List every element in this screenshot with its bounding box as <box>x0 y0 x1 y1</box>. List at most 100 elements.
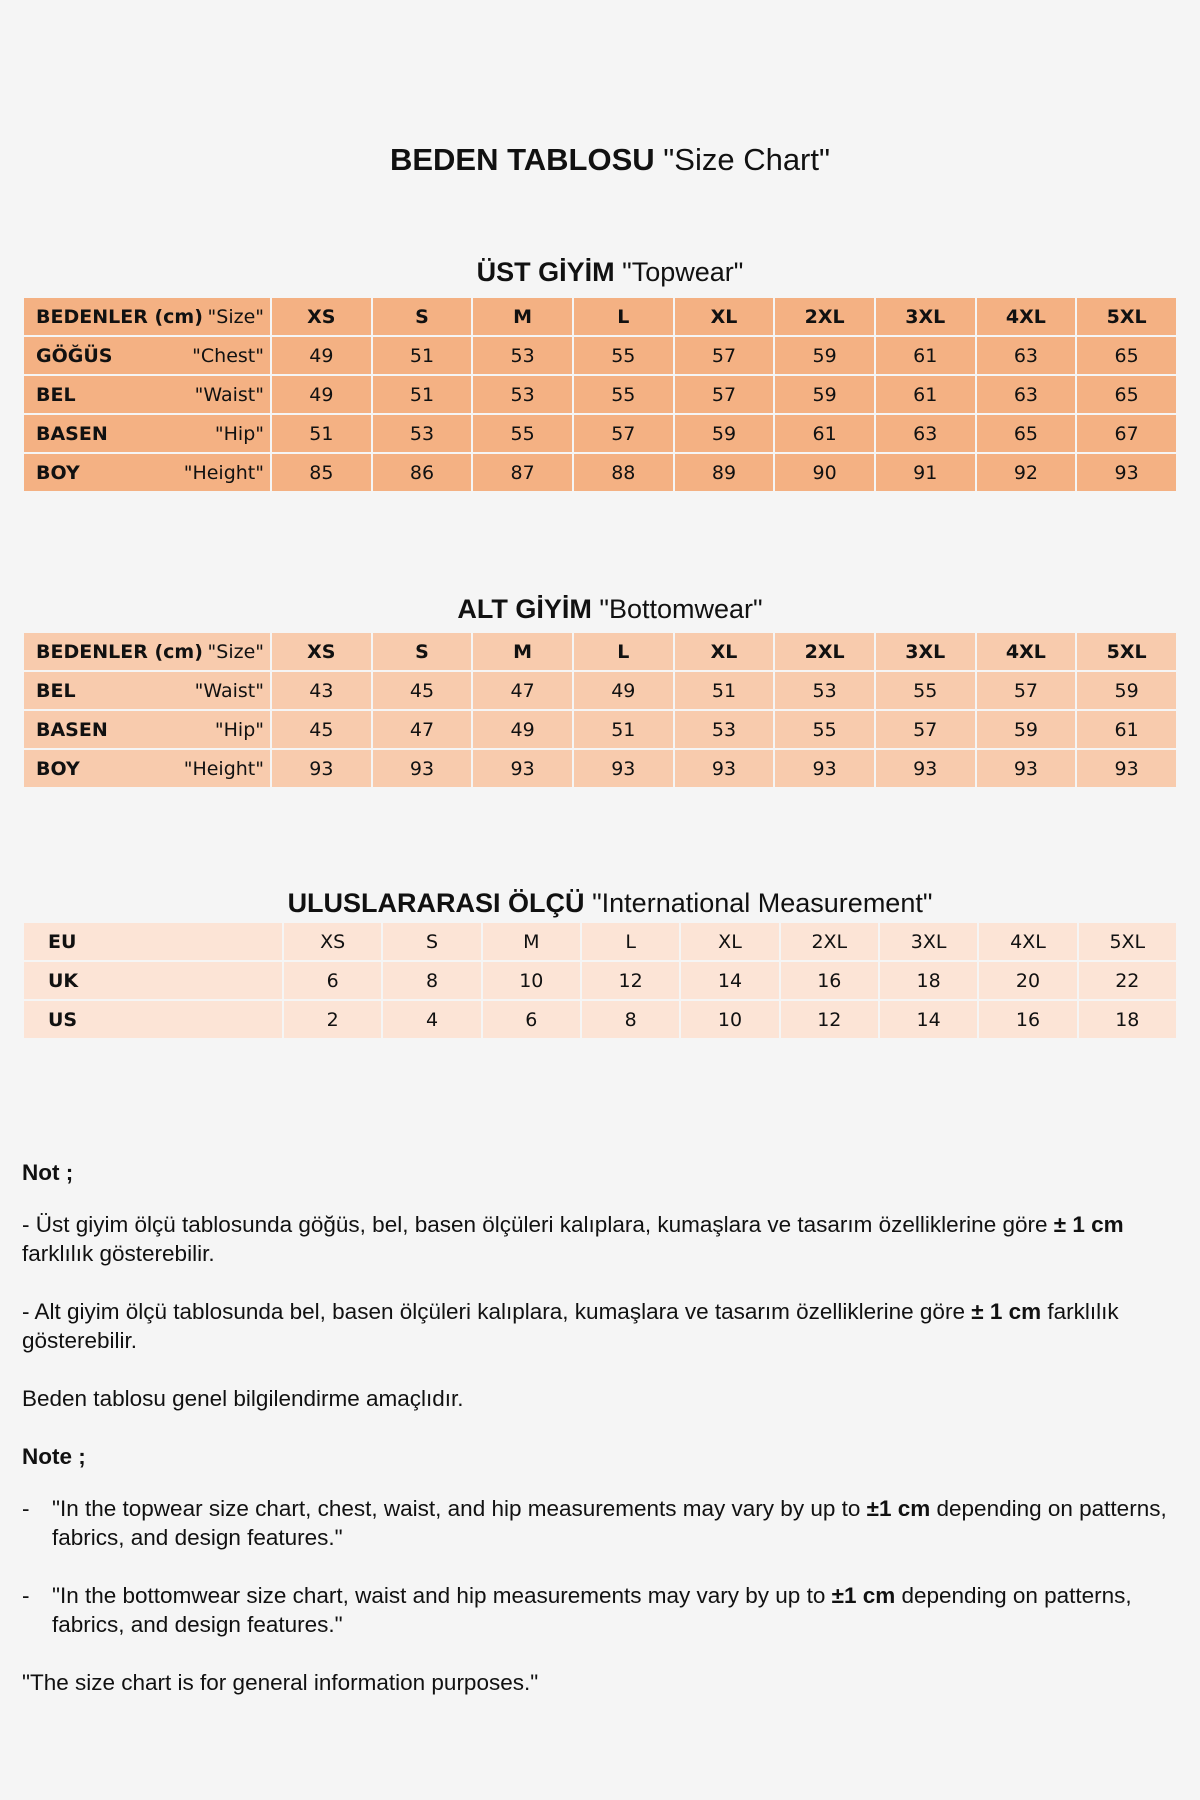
table-cell: 55 <box>873 670 977 711</box>
row-label: BEL "Waist" <box>22 374 272 415</box>
table-cell: 90 <box>773 452 876 493</box>
table-cell: 93 <box>873 748 977 789</box>
table-cell: 47 <box>370 709 474 750</box>
table-cell: 20 <box>977 960 1079 1001</box>
row-label: UK <box>22 960 284 1001</box>
table-cell: 86 <box>370 452 474 493</box>
table-cell: 63 <box>974 374 1078 415</box>
table-cell: 93 <box>1075 748 1178 789</box>
size-header: 5XL <box>1075 631 1178 672</box>
table-row: BOY "Height" 93 93 93 93 93 93 93 93 93 <box>22 748 1178 789</box>
table-cell: 93 <box>672 748 776 789</box>
note-en-1: - "In the topwear size chart, chest, wais… <box>22 1496 1167 1550</box>
bottomwear-heading: ALT GİYİM "Bottomwear" <box>457 594 763 624</box>
notes-tr-heading: Not ; <box>22 1160 74 1185</box>
header-label: BEDENLER (cm) "Size" <box>22 631 272 672</box>
row-label: BASEN "Hip" <box>22 413 272 454</box>
table-cell: 4XL <box>977 921 1079 962</box>
size-header: S <box>370 631 474 672</box>
table-cell: 6 <box>480 999 582 1040</box>
table-cell: 59 <box>672 413 776 454</box>
table-cell: 57 <box>974 670 1078 711</box>
table-cell: 22 <box>1076 960 1179 1001</box>
table-row: BEL "Waist" 43 45 47 49 51 53 55 57 59 <box>22 670 1178 711</box>
table-row: BOY "Height" 85 86 87 88 89 90 91 92 93 <box>22 452 1178 493</box>
table-cell: 85 <box>270 452 373 493</box>
table-row: UK 6 8 10 12 14 16 18 20 22 <box>22 960 1179 1001</box>
table-cell: 18 <box>877 960 980 1001</box>
table-cell: L <box>579 921 682 962</box>
size-header: 3XL <box>873 296 977 337</box>
size-header: 4XL <box>974 631 1078 672</box>
table-row: BASEN "Hip" 45 47 49 51 53 55 57 59 61 <box>22 709 1178 750</box>
table-row: GÖĞÜS "Chest" 49 51 53 55 57 59 61 63 65 <box>22 335 1178 376</box>
table-cell: 51 <box>370 374 474 415</box>
table-cell: 91 <box>873 452 977 493</box>
table-cell: 43 <box>270 670 373 711</box>
international-table: EU XS S M L XL 2XL 3XL 4XL 5XL UK 6 8 10 12 14 16 18 20 22 U… <box>22 921 1179 1040</box>
table-cell: 57 <box>571 413 675 454</box>
size-header: M <box>471 631 574 672</box>
table-cell: 61 <box>773 413 876 454</box>
table-cell: 65 <box>1075 374 1178 415</box>
table-cell: 2XL <box>778 921 880 962</box>
table-row: US 2 4 6 8 10 12 14 16 18 <box>22 999 1179 1040</box>
note-tr-3: Beden tablosu genel bilgilendirme amaçlı… <box>22 1386 464 1411</box>
size-header: XS <box>270 631 373 672</box>
header-row: BEDENLER (cm) "Size" XS S M L XL 2XL 3XL 4XL 5XL <box>22 631 1178 672</box>
table-cell: 93 <box>974 748 1078 789</box>
table-cell: 57 <box>873 709 977 750</box>
table-cell: 3XL <box>877 921 980 962</box>
topwear-table: BEDENLER (cm) "Size" XS S M L XL 2XL 3XL 4XL 5XL GÖ… <box>22 296 1178 493</box>
table-cell: 51 <box>571 709 675 750</box>
table-cell: 5XL <box>1076 921 1179 962</box>
table-cell: 93 <box>1075 452 1178 493</box>
table-cell: 63 <box>974 335 1078 376</box>
header-label: BEDENLER (cm) "Size" <box>22 296 272 337</box>
table-cell: 93 <box>370 748 474 789</box>
table-cell: 10 <box>480 960 582 1001</box>
table-cell: 53 <box>773 670 876 711</box>
size-header: S <box>370 296 474 337</box>
note-tr-1: - Üst giyim ölçü tablosunda göğüs, bel, … <box>22 1212 1124 1266</box>
table-cell: 59 <box>773 335 876 376</box>
table-cell: 8 <box>381 960 483 1001</box>
note-en-3: "The size chart is for general informati… <box>22 1670 539 1695</box>
table-cell: 14 <box>679 960 781 1001</box>
size-header: M <box>471 296 574 337</box>
table-cell: 59 <box>773 374 876 415</box>
table-cell: M <box>480 921 582 962</box>
row-label: BOY "Height" <box>22 452 272 493</box>
size-header: L <box>571 296 675 337</box>
table-cell: 53 <box>471 335 574 376</box>
table-cell: 61 <box>873 374 977 415</box>
table-row: BEL "Waist" 49 51 53 55 57 59 61 63 65 <box>22 374 1178 415</box>
table-cell: 92 <box>974 452 1078 493</box>
table-cell: 53 <box>370 413 474 454</box>
notes: Not ; - Üst giyim ölçü tablosunda göğüs,… <box>22 1158 1172 1726</box>
table-cell: XS <box>281 921 384 962</box>
table-cell: 55 <box>471 413 574 454</box>
table-cell: 4 <box>381 999 483 1040</box>
table-cell: 59 <box>1075 670 1178 711</box>
table-row: EU XS S M L XL 2XL 3XL 4XL 5XL <box>22 921 1179 962</box>
table-cell: 14 <box>877 999 980 1040</box>
table-cell: 12 <box>778 999 880 1040</box>
table-cell: 49 <box>270 335 373 376</box>
table-cell: 49 <box>270 374 373 415</box>
table-cell: 63 <box>873 413 977 454</box>
table-cell: 18 <box>1076 999 1179 1040</box>
table-cell: 53 <box>672 709 776 750</box>
size-header: 2XL <box>773 296 876 337</box>
bottomwear-table: BEDENLER (cm) "Size" XS S M L XL 2XL 3XL 4XL 5XL BE… <box>22 631 1178 789</box>
table-cell: 93 <box>571 748 675 789</box>
table-cell: 61 <box>1075 709 1178 750</box>
size-header: XL <box>672 631 776 672</box>
table-cell: 45 <box>270 709 373 750</box>
table-cell: S <box>381 921 483 962</box>
row-label: US <box>22 999 284 1040</box>
note-en-2: - "In the bottomwear size chart, waist an… <box>22 1583 1132 1637</box>
note-tr-2: - Alt giyim ölçü tablosunda bel, basen ö… <box>22 1299 1119 1353</box>
table-cell: 55 <box>773 709 876 750</box>
table-cell: 51 <box>270 413 373 454</box>
